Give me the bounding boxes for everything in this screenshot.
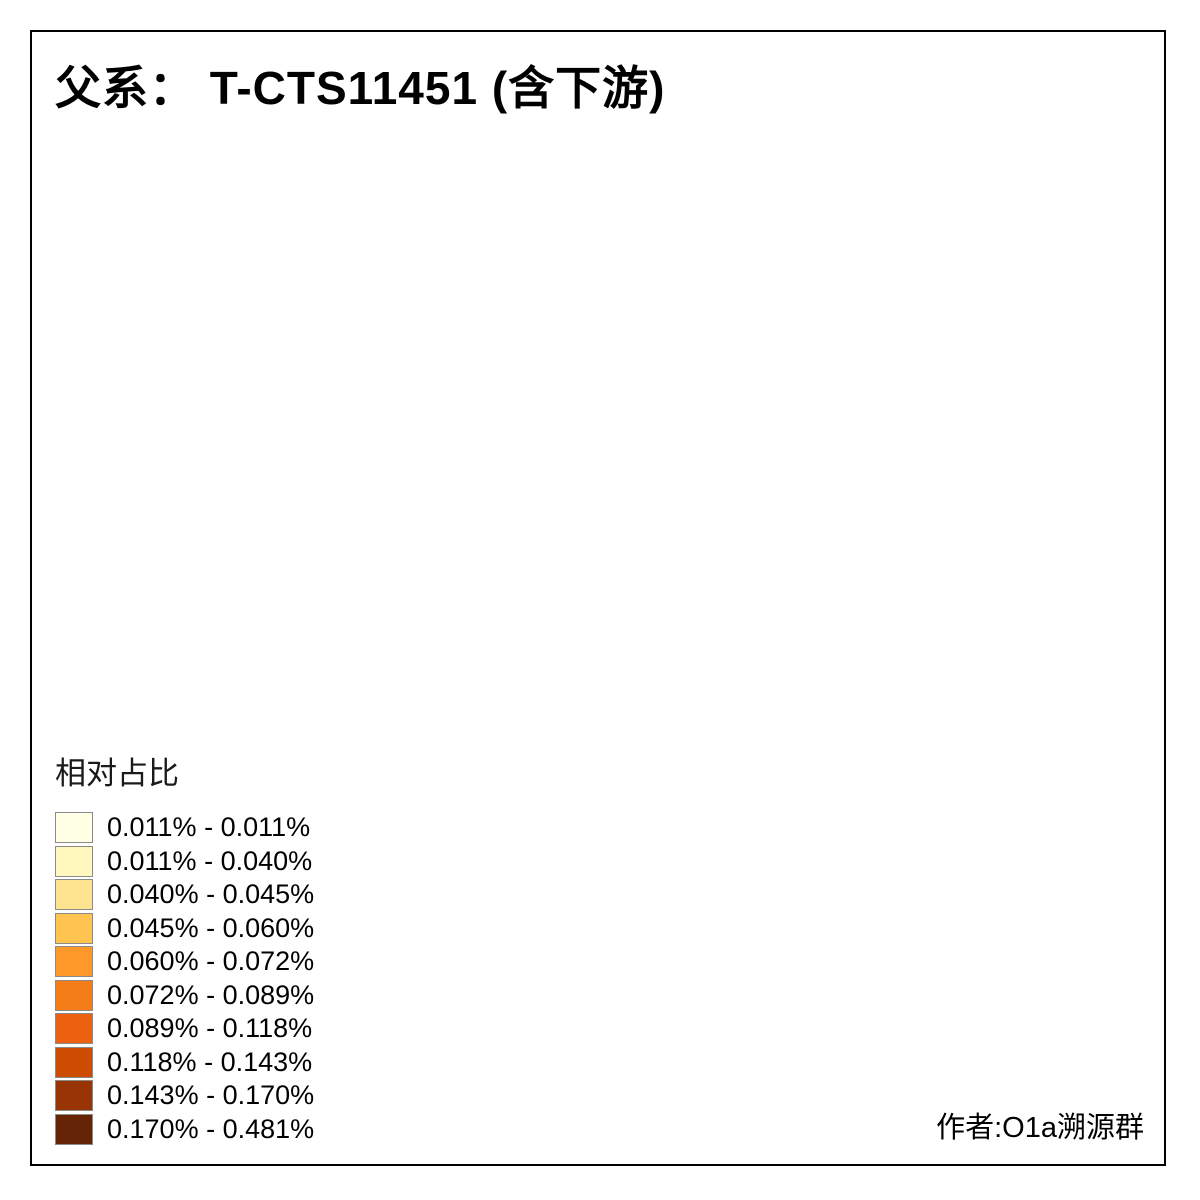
legend-label: 0.143% - 0.170% bbox=[107, 1080, 315, 1111]
legend-label: 0.040% - 0.045% bbox=[107, 879, 315, 910]
legend-label: 0.045% - 0.060% bbox=[107, 912, 315, 943]
legend-label: 0.060% - 0.072% bbox=[107, 946, 315, 977]
legend-swatch bbox=[55, 1080, 93, 1112]
legend-swatch bbox=[55, 912, 93, 944]
legend-row: 0.011% - 0.011% bbox=[55, 811, 314, 845]
map-title: 父系： T-CTS11451 (含下游) bbox=[55, 62, 666, 114]
legend-row: 0.011% - 0.040% bbox=[55, 845, 314, 879]
legend-swatch bbox=[55, 946, 93, 978]
legend-row: 0.060% - 0.072% bbox=[55, 945, 314, 979]
legend-label: 0.089% - 0.118% bbox=[107, 1013, 313, 1044]
legend: 相对占比 0.011% - 0.011% 0.011% - 0.040% 0.040… bbox=[55, 748, 314, 1146]
legend-row: 0.040% - 0.045% bbox=[55, 878, 314, 912]
legend-swatch bbox=[55, 1046, 93, 1078]
legend-swatch bbox=[55, 979, 93, 1011]
legend-swatch bbox=[55, 812, 93, 844]
legend-swatch bbox=[55, 845, 93, 877]
legend-row: 0.118% - 0.143% bbox=[55, 1046, 314, 1080]
legend-label: 0.170% - 0.481% bbox=[107, 1113, 315, 1144]
legend-label: 0.118% - 0.143% bbox=[107, 1046, 313, 1077]
legend-label: 0.011% - 0.040% bbox=[107, 845, 313, 876]
legend-swatch bbox=[55, 1013, 93, 1045]
legend-label: 0.072% - 0.089% bbox=[107, 979, 315, 1010]
legend-row: 0.089% - 0.118% bbox=[55, 1012, 314, 1046]
legend-row: 0.072% - 0.089% bbox=[55, 979, 314, 1013]
legend-row: 0.143% - 0.170% bbox=[55, 1079, 314, 1113]
legend-row: 0.045% - 0.060% bbox=[55, 912, 314, 946]
legend-label: 0.011% - 0.011% bbox=[107, 812, 311, 843]
author-credit: 作者:O1a溯源群 bbox=[936, 1112, 1144, 1144]
legend-title: 相对占比 bbox=[55, 756, 179, 791]
legend-items: 0.011% - 0.011% 0.011% - 0.040% 0.040% - 0… bbox=[55, 811, 314, 1146]
plot-border bbox=[30, 30, 1166, 1166]
legend-row: 0.170% - 0.481% bbox=[55, 1113, 314, 1147]
legend-swatch bbox=[55, 1113, 93, 1145]
legend-swatch bbox=[55, 879, 93, 911]
